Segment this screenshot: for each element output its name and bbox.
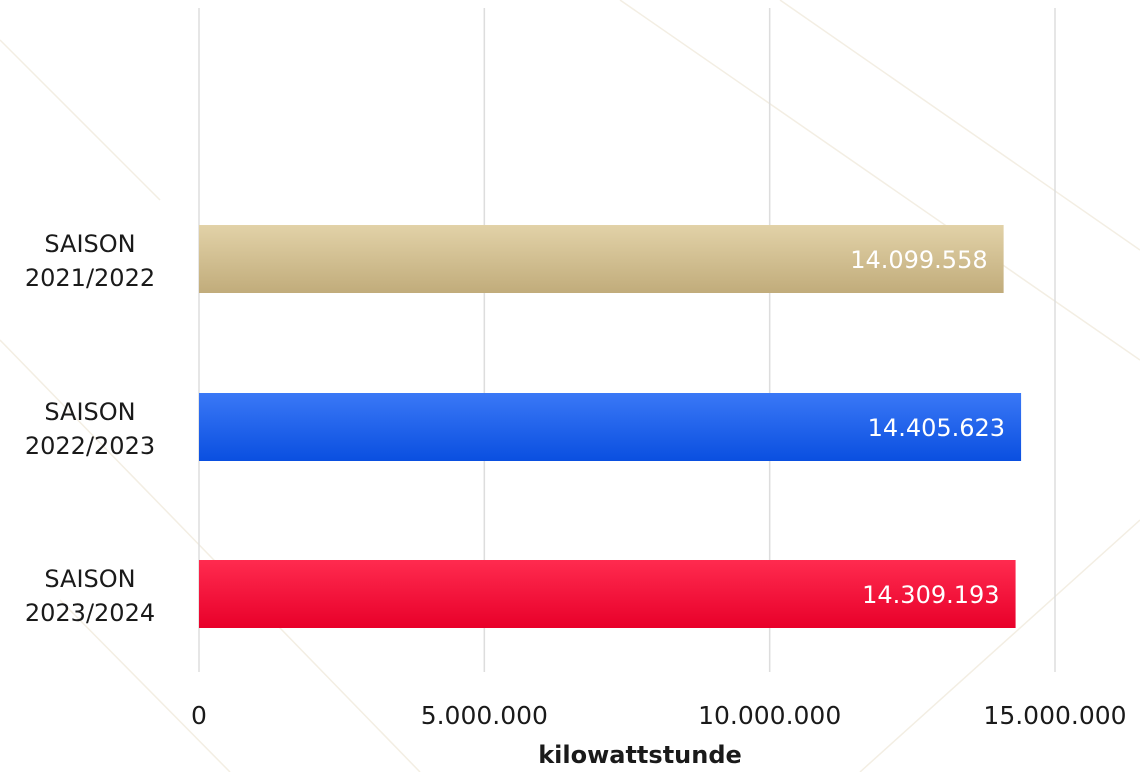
- x-tick-label: 0: [191, 701, 207, 730]
- bar-value-label: 14.309.193: [862, 581, 999, 609]
- bar-value-label: 14.405.623: [868, 414, 1005, 442]
- y-category-label: 2022/2023: [25, 432, 155, 460]
- bars: [199, 225, 1022, 628]
- bar: [199, 225, 1004, 293]
- y-category-label: SAISON: [44, 398, 135, 426]
- y-category-label: 2021/2022: [25, 264, 155, 292]
- bar: [199, 560, 1016, 628]
- x-axis-title: kilowattstunde: [538, 741, 742, 769]
- y-category-label: SAISON: [44, 565, 135, 593]
- bar-value-label: 14.099.558: [850, 246, 987, 274]
- labels: 0 5.000.000 10.000.000 15.000.000 14.099.558…: [25, 230, 1127, 730]
- x-tick-label: 10.000.000: [698, 701, 841, 730]
- x-tick-label: 15.000.000: [983, 701, 1126, 730]
- y-category-label: 2023/2024: [25, 599, 155, 627]
- bar: [199, 393, 1022, 461]
- y-category-label: SAISON: [44, 230, 135, 258]
- x-tick-label: 5.000.000: [421, 701, 548, 730]
